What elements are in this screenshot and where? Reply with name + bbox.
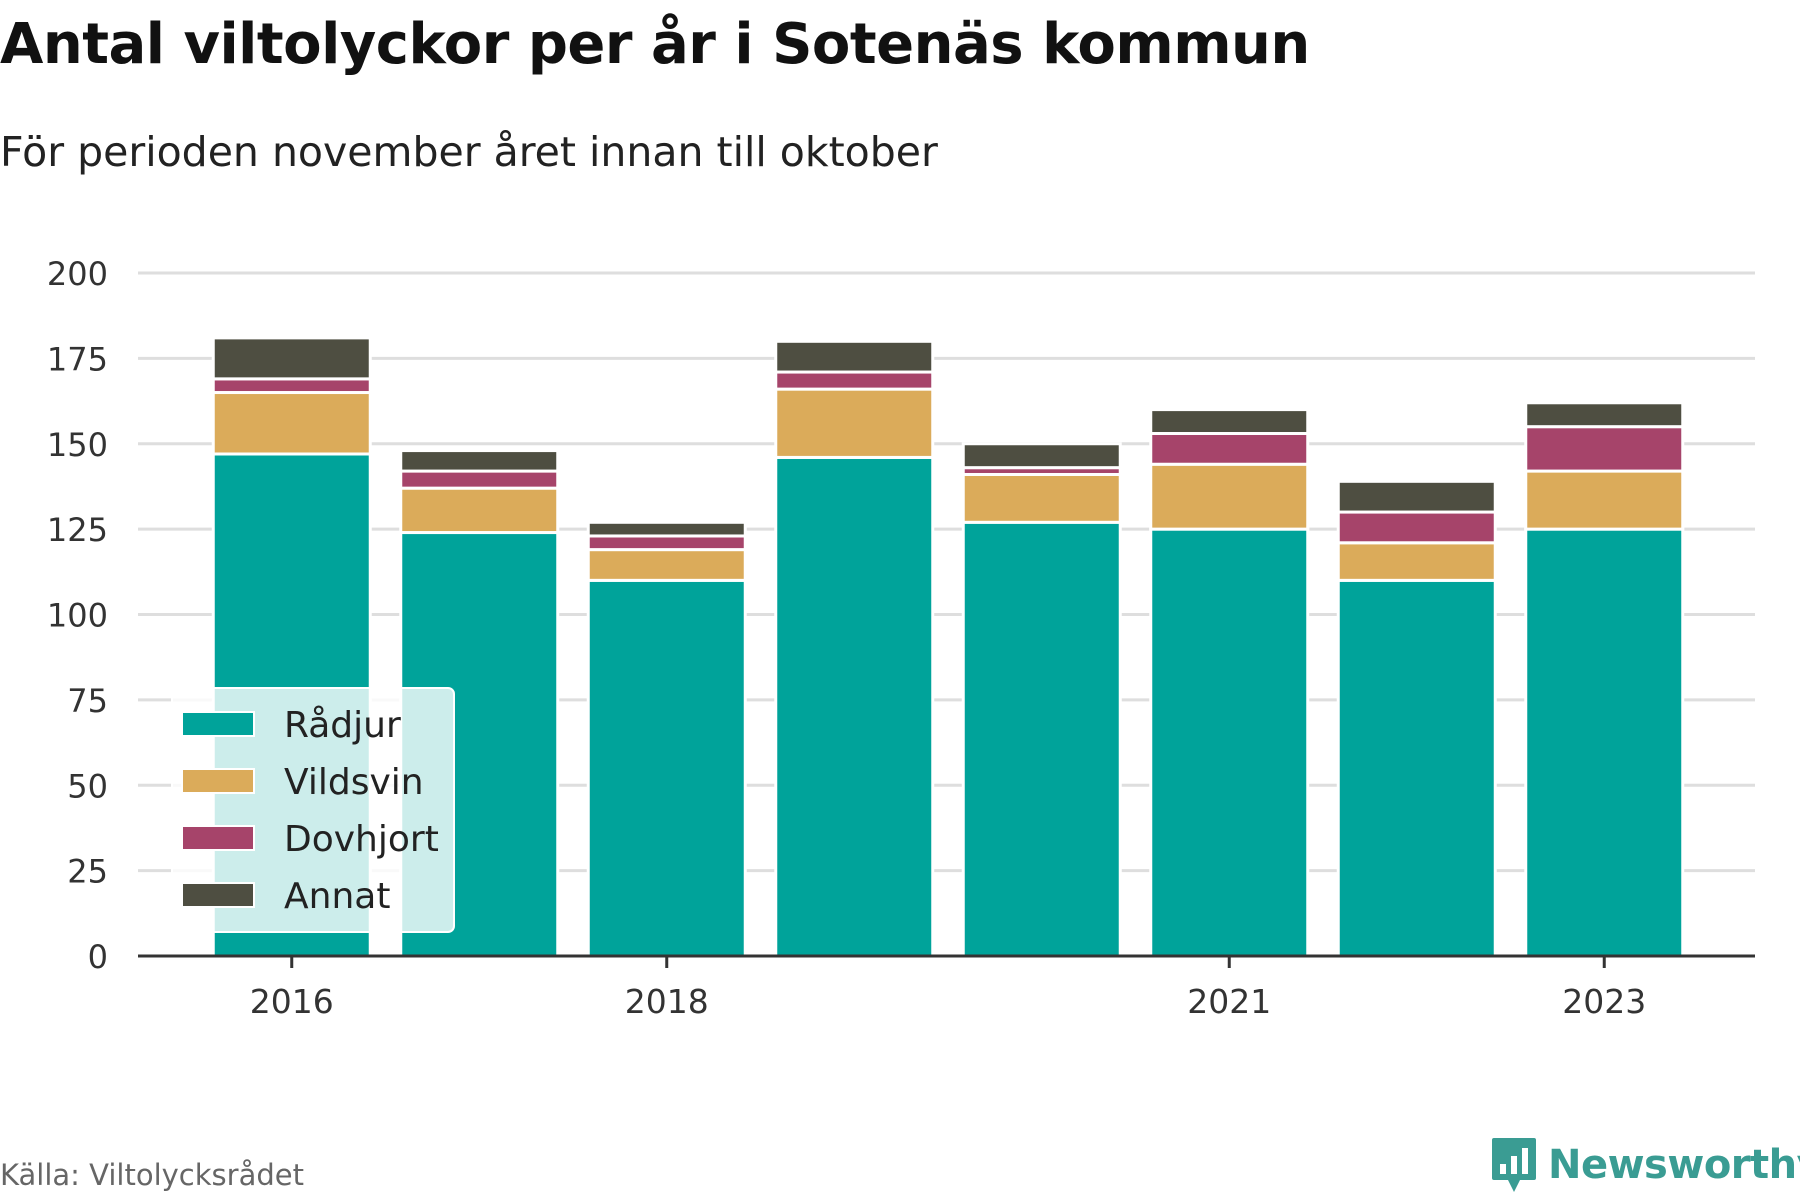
bar-segment-annat [1149, 408, 1310, 436]
bar-segment-annat [774, 339, 935, 374]
bar-segment-dovhjort [399, 469, 560, 490]
legend-label-annat: Annat [284, 876, 390, 917]
chart-title: Antal viltolyckor per år i Sotenäs kommu… [0, 12, 1310, 77]
y-tick-label: 25 [67, 853, 108, 891]
legend-label-rådjur: Rådjur [284, 705, 401, 746]
y-tick-label: 100 [47, 597, 108, 635]
newsworthy-logo-icon [1492, 1138, 1536, 1192]
bar-segment-dovhjort [1336, 510, 1497, 545]
bar-segment-vildsvin [774, 387, 935, 459]
bar-segment-dovhjort [1524, 425, 1685, 473]
y-tick-label: 75 [67, 682, 108, 720]
bar-segment-rådjur [1524, 527, 1685, 958]
bar-segment-rådjur [1336, 578, 1497, 958]
bar-segment-dovhjort [586, 534, 747, 552]
bar-segment-annat [961, 442, 1122, 470]
bar-segment-vildsvin [399, 486, 560, 535]
legend-label-dovhjort: Dovhjort [284, 819, 439, 860]
legend-swatch-vildsvin [181, 768, 255, 794]
bar-segment-rådjur [586, 578, 747, 958]
bar-segment-annat [1524, 401, 1685, 429]
chart-subtitle: För perioden november året innan till ok… [0, 128, 938, 176]
y-tick-label: 125 [47, 511, 108, 549]
y-tick-label: 175 [47, 340, 108, 378]
x-tick-label: 2018 [625, 982, 709, 1021]
bar-segment-rådjur [961, 520, 1122, 958]
bar-segment-vildsvin [1524, 469, 1685, 531]
bar-segment-rådjur [1149, 527, 1310, 958]
bar-segment-vildsvin [961, 472, 1122, 524]
bar-segment-rådjur [774, 455, 935, 958]
source-note: Källa: Viltolycksrådet [0, 1158, 304, 1192]
y-tick-label: 50 [67, 767, 108, 805]
brand-name: Newsworthy [1548, 1142, 1800, 1188]
legend-swatch-rådjur [181, 711, 255, 737]
bar-segment-vildsvin [1149, 462, 1310, 531]
bar-segment-annat [399, 449, 560, 473]
y-tick-label: 150 [47, 426, 108, 464]
bar-segment-vildsvin [586, 548, 747, 582]
bar-segment-dovhjort [774, 370, 935, 391]
x-tick-label: 2023 [1562, 982, 1646, 1021]
x-tick-label: 2016 [250, 982, 334, 1021]
legend-label-vildsvin: Vildsvin [284, 762, 424, 803]
bar-segment-annat [586, 520, 747, 538]
bar-segment-dovhjort [211, 377, 372, 395]
brand-logo[interactable]: Newsworthy [1490, 1136, 1800, 1194]
bar-segment-annat [211, 336, 372, 381]
bar-segment-dovhjort [1149, 432, 1310, 466]
bar-segment-vildsvin [1336, 541, 1497, 582]
legend-swatch-dovhjort [181, 825, 255, 851]
bar-segment-annat [1336, 479, 1497, 514]
x-tick-label: 2021 [1187, 982, 1271, 1021]
bar-segment-vildsvin [211, 391, 372, 456]
y-tick-label: 200 [47, 255, 108, 293]
legend-swatch-annat [181, 882, 255, 908]
legend-box [171, 687, 455, 933]
y-tick-label: 0 [88, 938, 108, 976]
